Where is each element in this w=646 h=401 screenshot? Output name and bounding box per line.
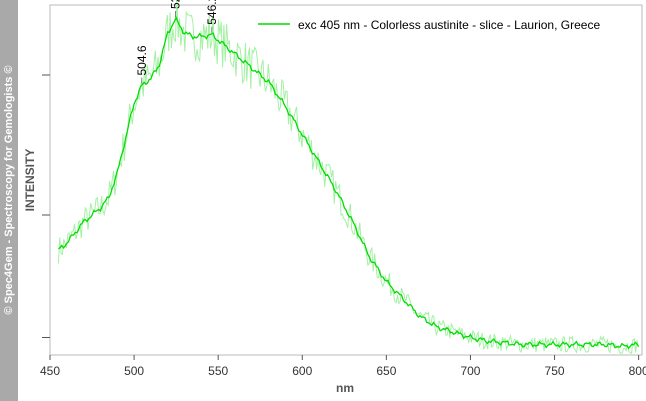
x-tick-label: 550 xyxy=(208,364,228,378)
raw-spectrum-line xyxy=(57,0,639,355)
series-layer xyxy=(57,0,640,355)
watermark-sidebar: © Spec4Gem - Spectroscopy for Gemologist… xyxy=(0,0,18,401)
y-axis-title: INTENSITY xyxy=(23,149,37,212)
smoothed-spectrum-line xyxy=(58,15,640,350)
x-axis-ticks: 450 500 550 600 650 700 750 800 xyxy=(40,355,646,378)
legend-label: exc 405 nm - Colorless austinite - slice… xyxy=(298,18,600,32)
x-tick-label: 750 xyxy=(545,364,565,378)
y-ticks xyxy=(42,74,50,338)
x-tick-label: 800 xyxy=(629,364,646,378)
x-tick-label: 500 xyxy=(124,364,144,378)
peak-label: 546.2 xyxy=(205,0,219,25)
peak-label: 504.6 xyxy=(135,45,149,75)
legend: exc 405 nm - Colorless austinite - slice… xyxy=(258,18,600,32)
x-tick-label: 450 xyxy=(40,364,60,378)
peak-label: 524.6 xyxy=(168,0,182,9)
x-axis-title: nm xyxy=(336,381,354,395)
x-tick-label: 700 xyxy=(460,364,480,378)
peak-labels: 504.6 524.6 546.2 xyxy=(135,0,219,84)
x-tick-label: 600 xyxy=(292,364,312,378)
plot-area xyxy=(49,4,643,356)
x-tick-label: 650 xyxy=(376,364,396,378)
